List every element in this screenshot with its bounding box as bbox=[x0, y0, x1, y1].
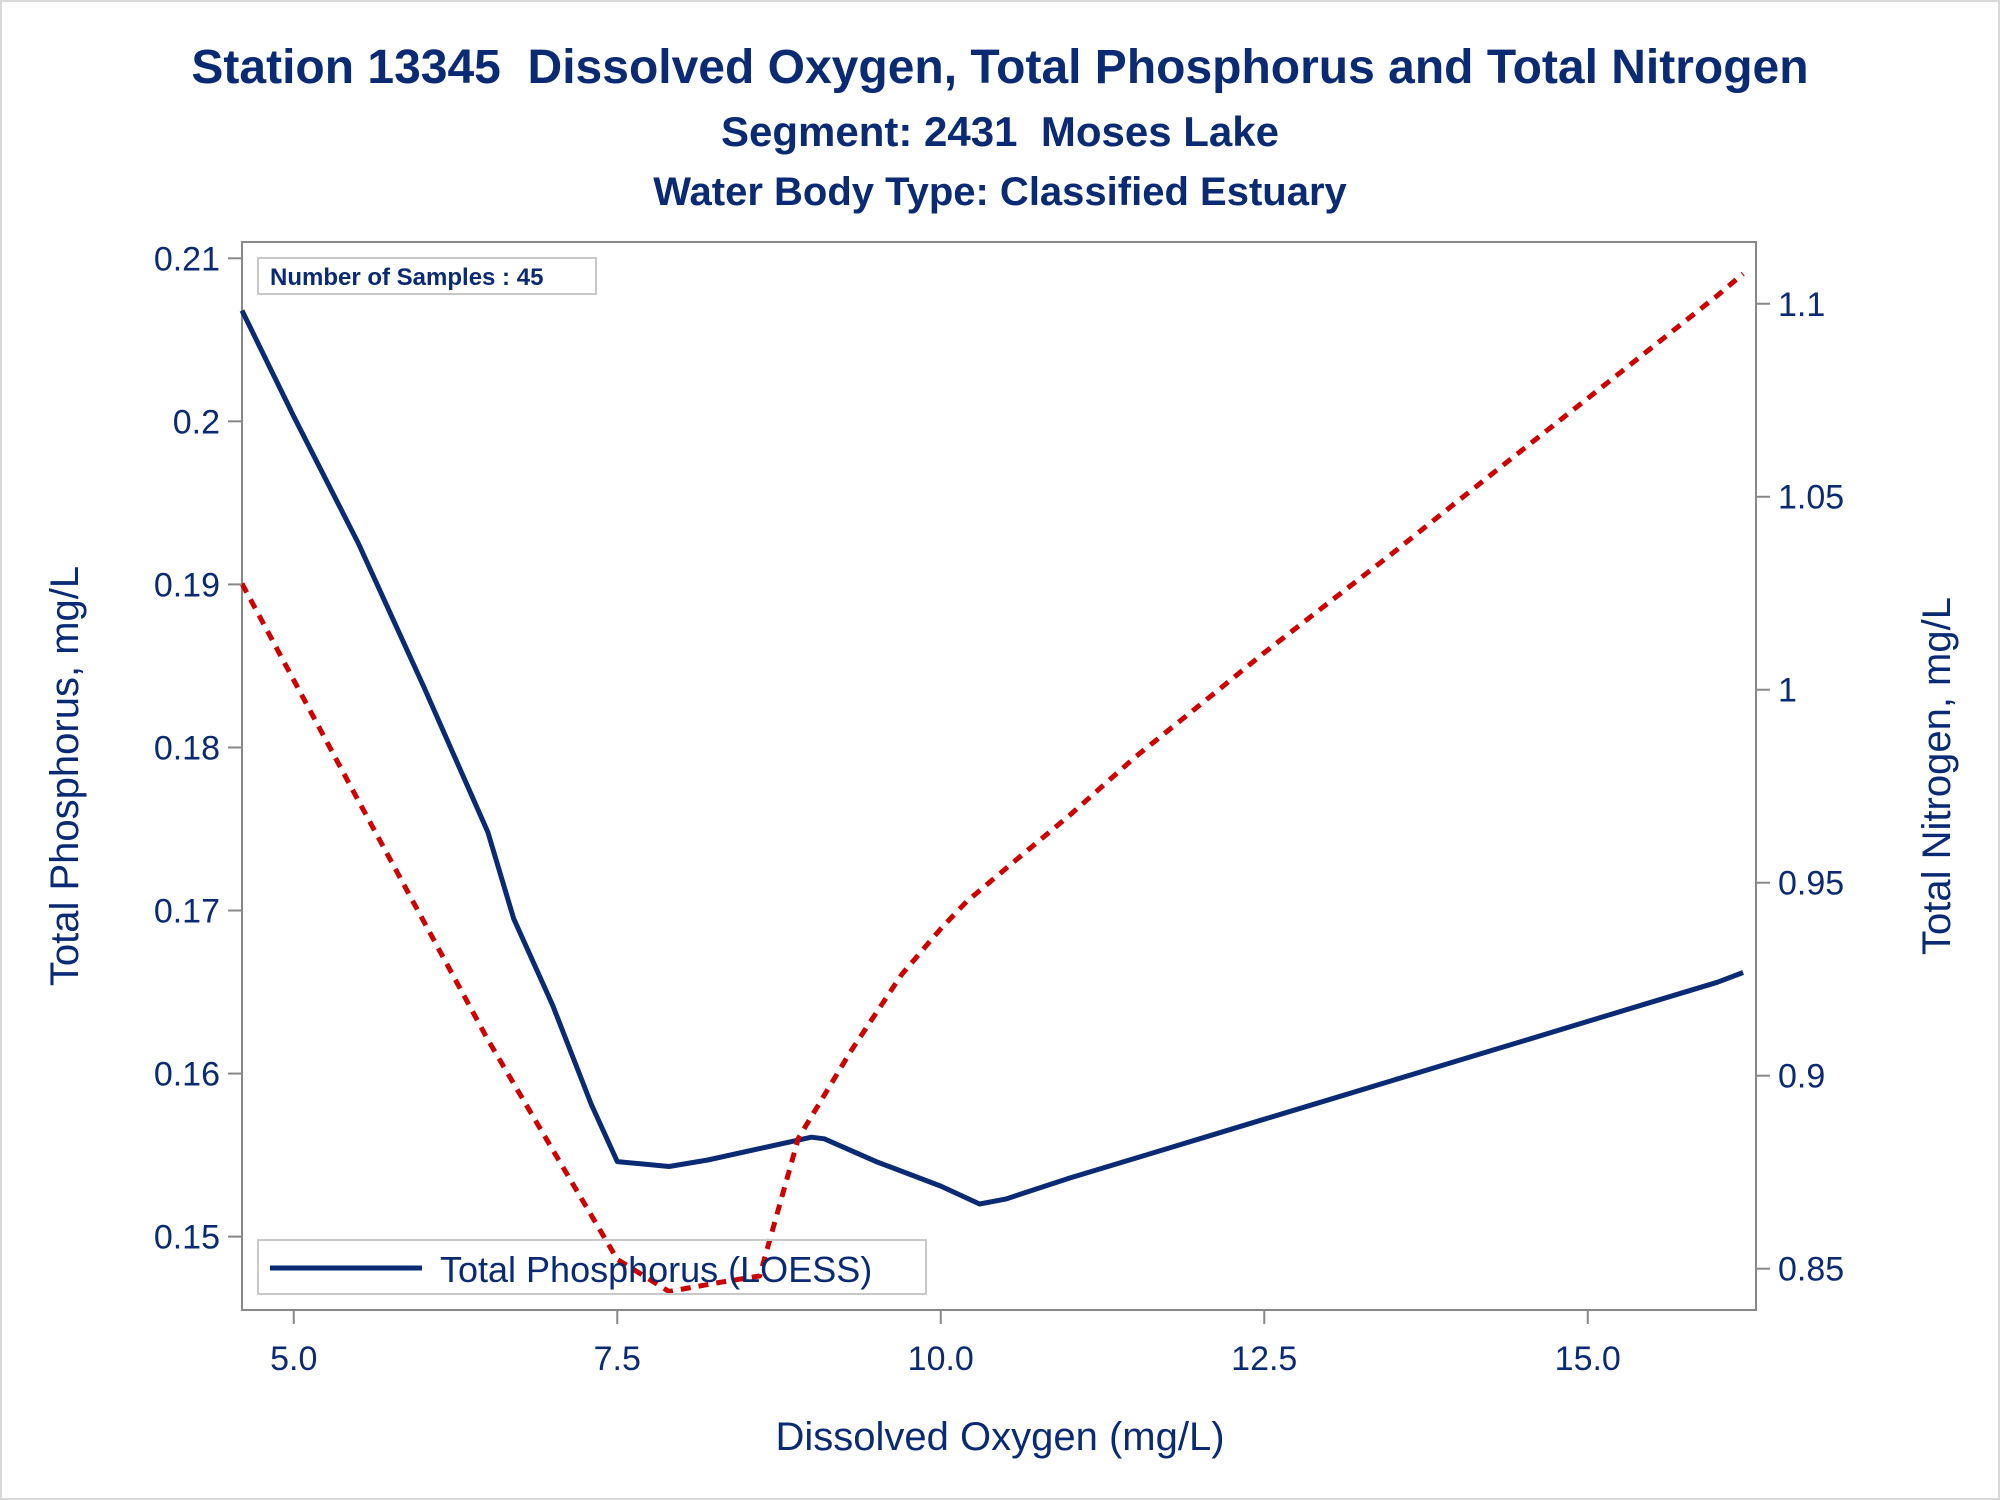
y-left-tick-label: 0.2 bbox=[173, 403, 220, 441]
y-right-tick-label: 0.9 bbox=[1778, 1058, 1825, 1096]
legend-box bbox=[257, 1239, 927, 1295]
y-axis-label-left: Total Phosphorus, mg/L bbox=[43, 566, 87, 986]
y-left-tick-label: 0.18 bbox=[154, 729, 220, 767]
y-right-tick-label: 0.95 bbox=[1778, 865, 1844, 903]
x-tick-label: 5.0 bbox=[270, 1340, 317, 1378]
plot-area-border bbox=[241, 241, 1757, 1311]
sample-count-text: Number of Samples : 45 bbox=[270, 264, 543, 291]
legend: Total Phosphorus (LOESS) bbox=[257, 1239, 927, 1295]
sample-count-annotation: Number of Samples : 45 bbox=[257, 257, 597, 295]
y-axis-label-right: Total Nitrogen, mg/L bbox=[1915, 597, 1959, 955]
y-left-tick-label: 0.21 bbox=[154, 240, 220, 278]
y-left-tick-label: 0.15 bbox=[154, 1219, 220, 1257]
legend-label-phosphorus: Total Phosphorus (LOESS) bbox=[440, 1249, 872, 1290]
x-tick-label: 12.5 bbox=[1231, 1340, 1297, 1378]
y-right-tick-label: 1.05 bbox=[1778, 479, 1844, 517]
y-right-tick-label: 0.85 bbox=[1778, 1251, 1844, 1289]
x-tick-label: 10.0 bbox=[908, 1340, 974, 1378]
x-tick-label: 7.5 bbox=[594, 1340, 641, 1378]
chart-title: Station 13345 Dissolved Oxygen, Total Ph… bbox=[191, 41, 1809, 94]
y-left-tick-label: 0.16 bbox=[154, 1056, 220, 1094]
chart-subtitle-water-body: Water Body Type: Classified Estuary bbox=[653, 170, 1347, 214]
y-left-tick-label: 0.19 bbox=[154, 566, 220, 604]
total-phosphorus-series-line bbox=[239, 309, 1744, 1207]
total-nitrogen-series-line bbox=[239, 271, 1745, 1294]
axes-layer: 5.0 7.5 10.0 12.5 15.0 0.15 0.16 0.17 0.18 0.19 0.… bbox=[154, 240, 1844, 1378]
y-left-tick-label: 0.17 bbox=[154, 893, 220, 931]
x-axis-label: Dissolved Oxygen (mg/L) bbox=[775, 1415, 1224, 1459]
series-layer bbox=[239, 271, 1745, 1294]
x-tick-label: 15.0 bbox=[1555, 1340, 1621, 1378]
y-right-tick-label: 1 bbox=[1778, 672, 1797, 710]
chart-subtitle-segment: Segment: 2431 Moses Lake bbox=[721, 108, 1279, 155]
y-right-tick-label: 1.1 bbox=[1778, 286, 1825, 324]
sample-count-box bbox=[257, 257, 597, 295]
